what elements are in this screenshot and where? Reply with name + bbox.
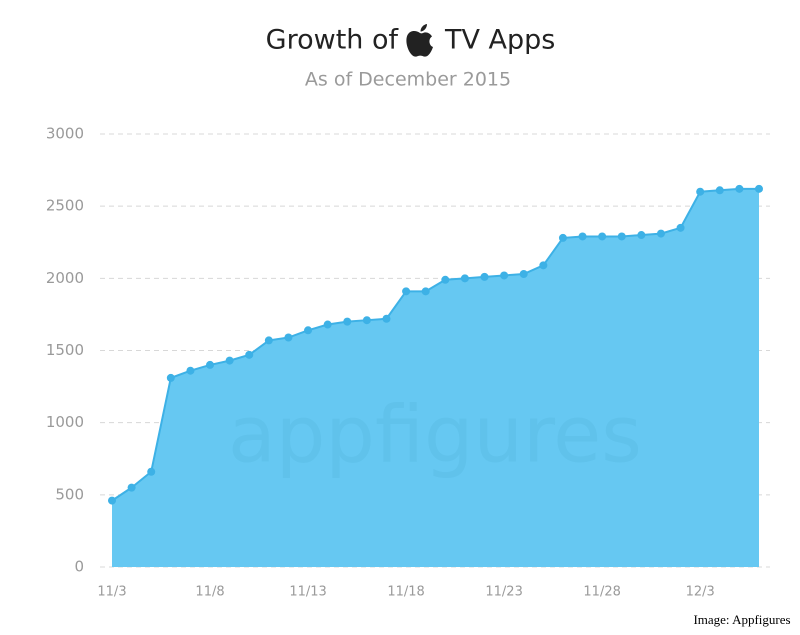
y-tick-label: 3000 <box>46 125 84 143</box>
data-point <box>637 231 646 240</box>
data-point <box>755 184 763 193</box>
data-point <box>558 233 567 242</box>
x-tick-label: 11/13 <box>289 585 326 600</box>
data-point <box>480 272 489 281</box>
area-fill <box>112 188 759 567</box>
data-point <box>598 232 607 241</box>
chart-title: TV Apps <box>444 25 555 56</box>
area-line <box>111 187 759 502</box>
x-tick-label: 11/23 <box>485 585 522 600</box>
data-point <box>362 316 371 325</box>
data-point <box>460 274 469 283</box>
data-point <box>696 187 705 196</box>
data-point <box>421 287 430 296</box>
data-point <box>127 483 136 492</box>
data-point <box>402 287 411 296</box>
data-point <box>323 320 332 329</box>
data-point <box>539 261 548 270</box>
data-point <box>500 271 509 280</box>
x-tick-label: 11/8 <box>195 585 224 600</box>
data-point <box>245 350 254 359</box>
data-point <box>304 326 313 335</box>
y-tick-label: 2500 <box>46 197 84 215</box>
data-point <box>617 232 626 241</box>
data-point <box>519 270 528 279</box>
data-point <box>578 232 587 241</box>
data-point <box>441 275 450 284</box>
x-tick-label: 11/18 <box>387 585 424 600</box>
x-tick-label: 12/3 <box>686 585 715 600</box>
chart-subtitle: As of December 2015 <box>305 69 511 91</box>
data-point <box>735 184 744 193</box>
data-point <box>186 366 195 375</box>
apple-logo <box>406 24 433 57</box>
image-credit: Image: Appfigures <box>693 612 790 627</box>
data-point <box>656 229 665 238</box>
data-point <box>147 467 156 476</box>
data-point <box>108 496 116 505</box>
y-tick-label: 2000 <box>46 269 84 287</box>
chart-title: Growth of <box>266 25 400 56</box>
x-tick-label: 11/3 <box>97 585 126 600</box>
y-tick-label: 1500 <box>46 341 84 359</box>
data-point <box>715 186 724 195</box>
data-point <box>206 360 215 369</box>
data-point <box>225 356 234 365</box>
watermark: appfigures <box>228 390 642 480</box>
data-point <box>676 223 685 232</box>
data-point <box>166 373 175 382</box>
data-point <box>343 317 352 326</box>
data-point <box>382 314 391 323</box>
data-point <box>284 333 293 342</box>
y-tick-label: 0 <box>74 558 84 576</box>
y-tick-label: 1000 <box>46 413 84 431</box>
y-tick-label: 500 <box>55 485 84 503</box>
x-tick-label: 11/28 <box>583 585 620 600</box>
data-point <box>264 336 273 345</box>
